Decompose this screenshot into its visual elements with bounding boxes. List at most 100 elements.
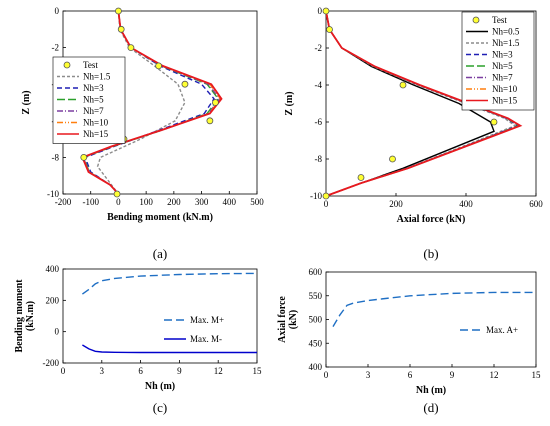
test-point — [322, 192, 330, 200]
plot-frame — [325, 10, 537, 197]
x-tick-label: 9 — [177, 366, 182, 376]
x-tick-label: 3 — [366, 370, 371, 380]
x-tick-label: 0 — [324, 199, 329, 209]
x-tick-label: 200 — [167, 197, 181, 207]
x-tick-label: 9 — [450, 370, 455, 380]
y-axis-label: Axial force(kN) — [277, 296, 299, 343]
legend-label: Max. A+ — [486, 325, 518, 335]
test-point — [212, 99, 219, 106]
x-tick-label: -200 — [55, 197, 72, 207]
chart-d: 0 3 6 9 12 15 600 550 500 450 400 Nh (m) Axial force… — [277, 267, 541, 415]
x-axis-label: Bending moment (kN.m) — [107, 212, 213, 223]
series-line-nh-15 — [326, 10, 523, 197]
test-point — [326, 26, 333, 33]
x-axis-label: Axial force (kN) — [397, 214, 466, 225]
plot-frame — [62, 268, 258, 364]
test-point — [155, 62, 163, 70]
test-point — [399, 81, 407, 89]
y-tick-label: 500 — [309, 315, 323, 325]
x-tick-label: 400 — [223, 197, 237, 207]
y-tick-label: -8 — [52, 152, 60, 162]
chart-b: 0 200 400 600 0 -2 -4 -6 -8 -10 Axial force (kN) Z … — [284, 6, 543, 261]
test-point — [115, 7, 122, 15]
legend: Test Nh=0.5Nh=1.5 Nh=3Nh=5 Nh=7Nh=10 Nh=15 — [461, 11, 535, 111]
legend-label: Nh=1.5 — [83, 72, 111, 82]
series-line-max-a- — [332, 291, 536, 327]
test-point — [181, 80, 189, 88]
x-tick-label: 0 — [116, 197, 121, 207]
y-axis-label-line2: (kN.m) — [25, 301, 36, 331]
legend-label: Test — [83, 60, 98, 70]
test-point — [117, 25, 125, 33]
test-point — [80, 153, 88, 161]
y-tick-label: 450 — [309, 338, 323, 348]
series-line-nh-3 — [84, 10, 215, 195]
panel-caption: (c) — [153, 400, 167, 415]
test-point — [113, 190, 121, 198]
legend-box — [461, 11, 535, 111]
x-tick-label: 300 — [195, 197, 209, 207]
series-line-nh-1-5 — [96, 10, 186, 195]
test-point — [127, 44, 135, 51]
y-axis-label: Z (m) — [284, 91, 295, 115]
legend-marker — [472, 16, 480, 24]
x-tick-label: 400 — [459, 199, 473, 209]
x-tick-label: 15 — [253, 366, 263, 376]
legend-label: Test — [492, 15, 507, 25]
plot-frame — [325, 271, 537, 368]
panel-caption: (d) — [423, 400, 438, 415]
y-tick-label: -8 — [315, 154, 323, 164]
x-axis-label: Nh (m) — [145, 381, 175, 392]
legend-label: Nh=3 — [83, 83, 104, 93]
y-axis-label: Z (m) — [21, 90, 32, 114]
legend-label: Nh=10 — [492, 84, 518, 94]
y-tick-label: 400 — [46, 264, 60, 274]
y-axis-label: Bending moment(kN.m) — [14, 279, 36, 353]
series-line-max-m- — [82, 344, 257, 354]
legend-label: Nh=3 — [492, 50, 513, 60]
test-point — [206, 117, 214, 125]
panel-caption: (b) — [423, 246, 438, 261]
legend-marker — [63, 61, 71, 69]
legend-label: Nh=0.5 — [492, 27, 520, 37]
y-tick-label: -2 — [315, 43, 323, 53]
series-line-max-m- — [81, 272, 257, 295]
y-axis-label-line1: Bending moment — [14, 279, 25, 353]
y-tick-label: 0 — [55, 6, 60, 16]
test-point — [490, 118, 498, 126]
y-tick-label: 550 — [309, 291, 323, 301]
test-point — [322, 7, 330, 15]
legend-label: Nh=1.5 — [492, 38, 520, 48]
legend: Max. M+ Max. M- — [164, 315, 224, 344]
y-tick-label: -200 — [43, 358, 60, 368]
legend-label: Nh=15 — [83, 129, 109, 139]
x-tick-label: 6 — [408, 370, 413, 380]
x-tick-label: 100 — [139, 197, 153, 207]
x-tick-label: 12 — [214, 366, 223, 376]
x-tick-label: -100 — [82, 197, 99, 207]
x-tick-label: 6 — [138, 366, 143, 376]
x-tick-label: 500 — [250, 197, 264, 207]
legend-label: Nh=15 — [492, 96, 518, 106]
y-tick-label: -2 — [52, 43, 60, 53]
legend: Max. A+ — [460, 325, 518, 335]
legend-label: Nh=5 — [83, 95, 104, 105]
x-tick-label: 200 — [389, 199, 403, 209]
y-tick-label: 400 — [309, 362, 323, 372]
x-tick-label: 600 — [529, 199, 543, 209]
y-tick-label: 0 — [318, 6, 323, 16]
x-tick-label: 15 — [532, 370, 542, 380]
y-tick-label: -10 — [47, 189, 59, 199]
legend-label: Max. M+ — [190, 315, 224, 325]
panel-caption: (a) — [153, 246, 167, 261]
x-tick-label: 3 — [100, 366, 105, 376]
y-tick-label: -10 — [310, 191, 322, 201]
x-tick-label: 0 — [324, 370, 329, 380]
legend-label: Nh=5 — [492, 61, 513, 71]
y-axis-label-line2: (kN) — [288, 310, 299, 329]
x-tick-label: 12 — [490, 370, 499, 380]
y-tick-label: -6 — [315, 117, 323, 127]
